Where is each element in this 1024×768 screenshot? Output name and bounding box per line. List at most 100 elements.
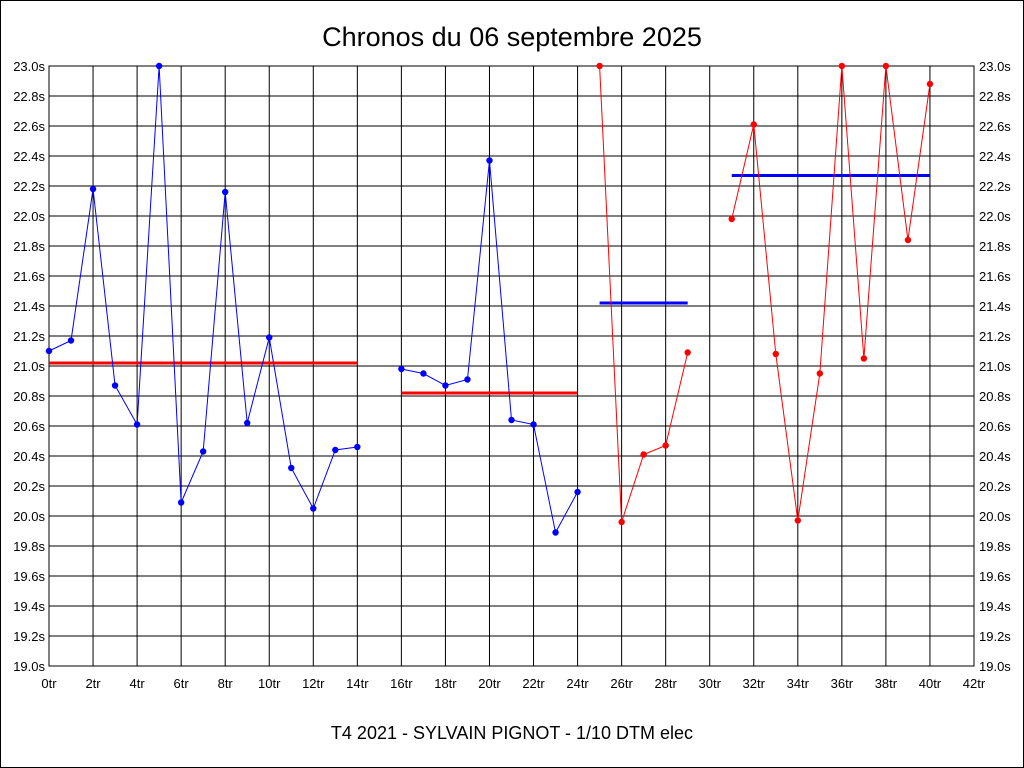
data-point: [111, 382, 119, 389]
data-point: [442, 382, 449, 389]
y-tick-label: 21.8s: [13, 239, 45, 254]
data-point: [596, 62, 603, 70]
data-point: [45, 347, 53, 355]
y-tick-label-right: 20.2s: [979, 479, 1011, 494]
x-tick-label: 40tr: [919, 676, 942, 691]
y-tick-label-right: 22.8s: [979, 89, 1011, 104]
data-point: [684, 349, 691, 356]
y-tick-label: 20.2s: [13, 479, 45, 494]
x-tick-label: 8tr: [218, 676, 234, 691]
data-point: [772, 350, 779, 358]
data-point: [332, 446, 339, 454]
x-tick-label: 34tr: [787, 676, 810, 691]
y-tick-label-right: 21.2s: [979, 329, 1011, 344]
y-tick-label-right: 20.8s: [979, 389, 1011, 404]
chart-footer: T4 2021 - SYLVAIN PIGNOT - 1/10 DTM elec: [331, 723, 693, 743]
y-tick-label: 20.0s: [13, 509, 45, 524]
y-tick-label-right: 20.4s: [979, 449, 1011, 464]
data-point: [288, 464, 295, 472]
y-tick-label: 19.4s: [13, 599, 45, 614]
x-tick-label: 10tr: [258, 676, 281, 691]
y-tick-label: 22.6s: [13, 119, 45, 134]
data-point: [904, 236, 912, 244]
y-tick-label-right: 22.0s: [979, 209, 1011, 224]
plot-border: [48, 65, 975, 667]
data-point: [155, 62, 163, 70]
y-tick-label-right: 21.8s: [979, 239, 1011, 254]
y-tick-label-right: 20.6s: [979, 419, 1011, 434]
data-point: [530, 421, 537, 428]
x-tick-label: 4tr: [130, 676, 146, 691]
y-tick-label-right: 22.6s: [979, 119, 1011, 134]
y-tick-label-right: 21.4s: [979, 299, 1011, 314]
data-point: [177, 499, 185, 506]
y-axis-left: 19.0s 19.2s 19.4s 19.6s 19.8s 20.0s 20.2s 20.4s…: [13, 59, 45, 674]
y-tick-label: 20.6s: [13, 419, 45, 434]
data-point: [486, 157, 493, 164]
x-tick-label: 18tr: [434, 676, 457, 691]
x-axis: 0tr 2tr 4tr 6tr 8tr 10tr 12tr 14tr 16tr 18tr 20tr 2…: [41, 676, 985, 691]
data-point: [244, 419, 251, 427]
y-tick-label: 21.4s: [13, 299, 45, 314]
series-line: [48, 65, 358, 510]
series-line: [731, 65, 931, 521]
y-tick-label: 19.8s: [13, 539, 45, 554]
y-tick-label: 19.6s: [13, 569, 45, 584]
x-tick-label: 26tr: [610, 676, 633, 691]
series-group: [45, 62, 934, 536]
x-tick-label: 30tr: [699, 676, 722, 691]
data-point: [838, 62, 846, 70]
data-point: [882, 62, 890, 70]
x-tick-label: 32tr: [743, 676, 766, 691]
y-axis-right: 19.0s 19.2s 19.4s 19.6s 19.8s 20.0s 20.2s 20.4s…: [979, 59, 1011, 674]
x-tick-label: 24tr: [566, 676, 589, 691]
y-tick-label-right: 20.0s: [979, 509, 1011, 524]
x-tick-label: 36tr: [831, 676, 854, 691]
data-point: [67, 337, 75, 344]
y-tick-label-right: 21.0s: [979, 359, 1011, 374]
data-point: [640, 451, 647, 458]
data-point: [354, 443, 361, 451]
data-point: [728, 215, 735, 223]
x-tick-label: 12tr: [302, 676, 325, 691]
x-tick-label: 16tr: [390, 676, 413, 691]
data-point: [89, 185, 97, 193]
data-point: [662, 442, 669, 449]
y-tick-label: 22.0s: [13, 209, 45, 224]
data-point: [221, 188, 229, 196]
chart-title: Chronos du 06 septembre 2025: [322, 22, 702, 52]
data-point: [926, 80, 934, 88]
data-point: [574, 488, 581, 496]
data-point: [199, 448, 207, 455]
y-tick-label-right: 19.0s: [979, 659, 1011, 674]
y-tick-label-right: 22.2s: [979, 179, 1011, 194]
data-point: [618, 518, 625, 526]
y-tick-label: 22.8s: [13, 89, 45, 104]
data-point: [266, 334, 273, 341]
mean-lines: [49, 174, 930, 395]
y-tick-label: 22.2s: [13, 179, 45, 194]
y-tick-label: 22.4s: [13, 149, 45, 164]
data-point: [508, 416, 515, 424]
data-point: [420, 370, 427, 377]
y-tick-label: 21.2s: [13, 329, 45, 344]
x-tick-label: 38tr: [875, 676, 898, 691]
data-point: [816, 370, 824, 377]
y-tick-label-right: 22.4s: [979, 149, 1011, 164]
y-tick-label: 20.4s: [13, 449, 45, 464]
y-tick-label-right: 19.6s: [979, 569, 1011, 584]
y-tick-label: 23.0s: [13, 59, 45, 74]
y-tick-label-right: 21.6s: [979, 269, 1011, 284]
y-tick-label: 20.8s: [13, 389, 45, 404]
x-tick-label: 42tr: [963, 676, 986, 691]
data-point: [398, 365, 405, 373]
y-tick-label: 19.0s: [13, 659, 45, 674]
y-tick-label-right: 23.0s: [979, 59, 1011, 74]
x-tick-label: 2tr: [85, 676, 101, 691]
y-tick-label: 19.2s: [13, 629, 45, 644]
y-tick-label-right: 19.4s: [979, 599, 1011, 614]
data-point: [310, 505, 317, 512]
data-point: [464, 376, 471, 383]
